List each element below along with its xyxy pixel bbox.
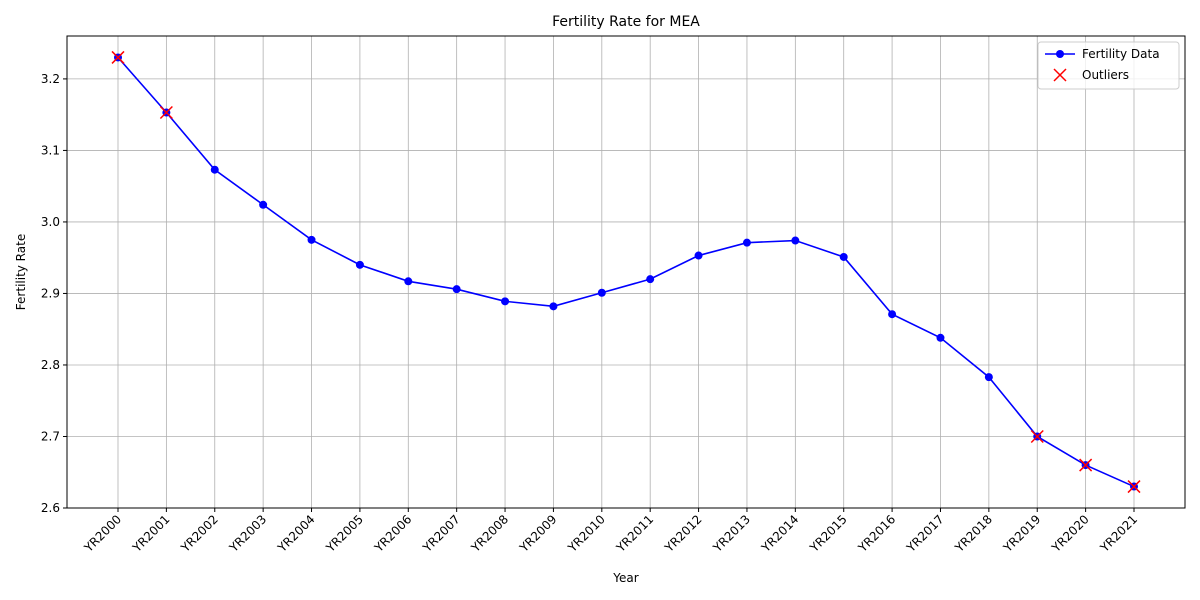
data-point	[307, 235, 316, 244]
series-layer	[114, 53, 1138, 491]
x-tick-label: YR2004	[274, 512, 317, 555]
data-point	[404, 277, 413, 286]
outlier-marker	[159, 105, 173, 120]
chart-title: Fertility Rate for MEA	[552, 14, 700, 30]
x-tick-label: YR2019	[1000, 512, 1043, 555]
x-tick-label: YR2003	[226, 512, 269, 555]
y-tick-label: 2.8	[41, 358, 60, 372]
x-tick-label: YR2015	[807, 512, 850, 555]
x-tick-label: YR2006	[371, 512, 414, 555]
y-tick-label: 2.9	[41, 286, 60, 300]
data-point	[597, 288, 606, 297]
data-point	[984, 373, 993, 382]
legend-marker-swatch	[1056, 50, 1064, 58]
x-tick-label: YR2017	[903, 512, 946, 555]
x-tick-label: YR2010	[565, 512, 608, 555]
x-tick-label: YR2001	[129, 512, 172, 555]
x-tick-label: YR2016	[855, 512, 898, 555]
data-point	[259, 200, 268, 209]
outlier-marker	[111, 50, 125, 64]
y-tick-label: 3.1	[41, 143, 60, 157]
legend-label-outliers: Outliers	[1082, 68, 1129, 82]
x-tick-label: YR2002	[178, 512, 221, 555]
data-point	[936, 333, 945, 342]
x-tick-label: YR2011	[613, 512, 656, 555]
outlier-marker	[1030, 429, 1044, 444]
data-point	[452, 285, 461, 294]
legend-label-fertility: Fertility Data	[1082, 47, 1160, 61]
y-tick-label: 2.7	[41, 429, 60, 443]
y-tick-label: 3.2	[41, 72, 60, 86]
data-point	[839, 252, 848, 261]
x-tick-label: YR2014	[758, 512, 801, 555]
x-axis: YR2000 YR2001 YR2002 YR2003 YR2004 YR2005 YR20…	[81, 508, 1140, 556]
data-point	[501, 297, 510, 306]
y-axis: 2.6 2.7 2.8 2.9 3.0 3.1 3.2	[41, 72, 67, 515]
x-tick-label: YR2009	[516, 512, 559, 555]
legend-outlier-swatch	[1053, 68, 1067, 82]
series-line	[117, 56, 1135, 488]
data-point	[646, 275, 655, 284]
x-tick-label: YR2020	[1048, 512, 1091, 555]
x-tick-label: YR2012	[661, 512, 704, 555]
outlier-layer	[111, 50, 1141, 494]
y-axis-label: Fertility Rate	[14, 234, 28, 310]
y-tick-label: 2.6	[41, 501, 60, 515]
outlier-marker	[1079, 458, 1093, 472]
x-tick-label: YR2018	[952, 512, 995, 555]
y-tick-label: 3.0	[41, 215, 60, 229]
x-tick-label: YR2005	[323, 512, 366, 555]
plot-frame	[66, 35, 1186, 509]
x-tick-label: YR2007	[419, 512, 462, 555]
data-point	[210, 165, 219, 174]
data-point	[742, 238, 751, 247]
x-tick-label: YR2013	[710, 512, 753, 555]
x-tick-label: YR2021	[1097, 512, 1140, 555]
data-point	[694, 251, 703, 260]
x-tick-label: YR2008	[468, 512, 511, 555]
data-point	[791, 236, 800, 245]
outlier-marker	[1127, 480, 1141, 494]
x-tick-label: YR2000	[81, 512, 124, 555]
data-point	[355, 260, 364, 269]
legend: Fertility Data Outliers	[1037, 41, 1180, 90]
data-point	[549, 302, 558, 311]
x-axis-label: Year	[612, 571, 638, 585]
grid-lines	[67, 36, 1185, 509]
data-point	[888, 310, 897, 319]
